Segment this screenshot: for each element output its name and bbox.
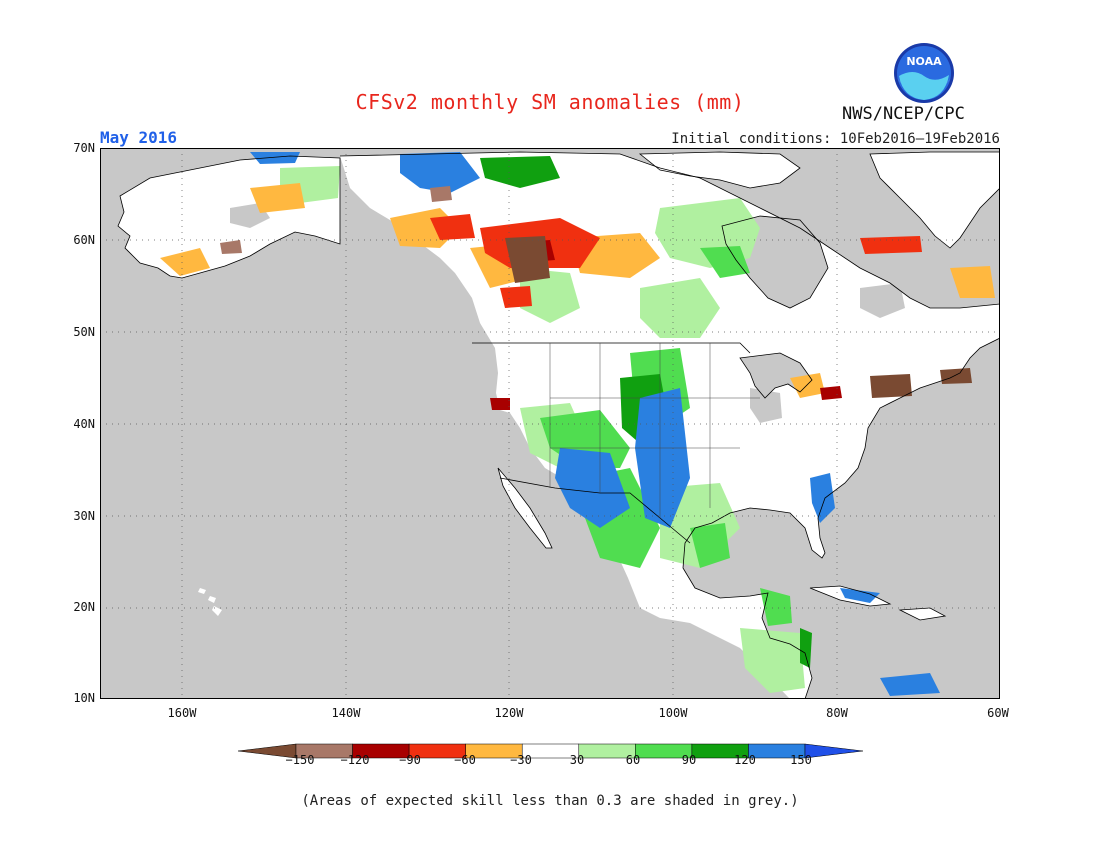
blue-patch: [880, 673, 940, 696]
lon-label: 60W: [987, 706, 1009, 720]
redorange-patch: [430, 214, 475, 240]
anomaly-map: [100, 148, 1000, 699]
green-patch: [760, 588, 792, 626]
redorange-patch: [500, 286, 532, 308]
brown-patch: [505, 236, 550, 283]
blue-patch: [555, 448, 630, 528]
colorbar-label: −90: [399, 753, 421, 767]
orange-patch: [790, 373, 825, 398]
great-lakes: [740, 353, 812, 398]
lightgreen-patch: [520, 268, 580, 323]
colorbar-label: 120: [734, 753, 756, 767]
blue-patch: [810, 473, 835, 523]
lat-label: 70N: [73, 141, 95, 155]
darkred-patch: [490, 398, 510, 410]
skill-note: (Areas of expected skill less than 0.3 a…: [301, 793, 799, 809]
colorbar-label: −150: [285, 753, 315, 767]
colorbar-arrow-right: [804, 743, 863, 759]
orange-patch: [250, 183, 305, 213]
orange-patch: [160, 248, 210, 276]
lon-label: 80W: [826, 706, 848, 720]
colorbar-label: −60: [454, 753, 476, 767]
colorbar-label: 30: [569, 753, 585, 767]
darkgreen-patch: [480, 156, 560, 188]
hispaniola: [900, 608, 945, 620]
colorbar-label: 150: [790, 753, 812, 767]
green-patch: [690, 523, 730, 568]
redorange-patch: [860, 236, 922, 254]
lat-label: 10N: [73, 691, 95, 705]
anomaly-patches: [160, 152, 995, 696]
baja-land: [498, 468, 552, 548]
agency-label: NWS/NCEP/CPC: [842, 104, 965, 124]
lon-label: 100W: [658, 706, 688, 720]
grey-patch: [860, 283, 905, 318]
lat-label: 20N: [73, 600, 95, 614]
blue-patch: [250, 152, 300, 164]
lon-label: 160W: [167, 706, 197, 720]
darkred-patch: [820, 386, 842, 400]
lat-label: 50N: [73, 325, 95, 339]
initial-conditions: Initial conditions: 10Feb2016–19Feb2016: [671, 131, 1000, 147]
lon-label: 120W: [494, 706, 524, 720]
orange-patch: [950, 266, 995, 298]
graticule: [100, 148, 1000, 699]
green-patch: [700, 246, 750, 278]
hawaii: [198, 588, 222, 616]
mauve-patch: [220, 240, 242, 254]
greenland-land: [870, 152, 1000, 248]
lat-label: 60N: [73, 233, 95, 247]
mauve-patch: [430, 186, 452, 202]
blue-patch: [635, 388, 690, 528]
blue-patch: [840, 588, 880, 603]
colorbar: [238, 743, 863, 759]
lightgreen-patch: [740, 628, 805, 693]
lightgreen-patch: [640, 278, 720, 338]
map-title: CFSv2 monthly SM anomalies (mm): [355, 90, 745, 114]
logo-text: NOAA: [906, 55, 942, 68]
grey-patch: [750, 388, 782, 423]
colorbar-label: −30: [510, 753, 532, 767]
noaa-logo: NOAA: [894, 43, 954, 103]
lon-label: 140W: [331, 706, 361, 720]
brown-patch: [870, 374, 912, 398]
forecast-period: May 2016: [100, 128, 178, 147]
darkgreen-patch: [800, 628, 812, 668]
brown-patch: [940, 368, 972, 384]
lat-label: 30N: [73, 509, 95, 523]
arctic-islands: [640, 152, 800, 188]
blue-patch: [400, 152, 480, 193]
colorbar-label: −120: [340, 753, 370, 767]
colorbar-label: 90: [681, 753, 697, 767]
colorbar-label: 60: [625, 753, 641, 767]
lat-label: 40N: [73, 417, 95, 431]
map-frame: [100, 148, 1000, 699]
